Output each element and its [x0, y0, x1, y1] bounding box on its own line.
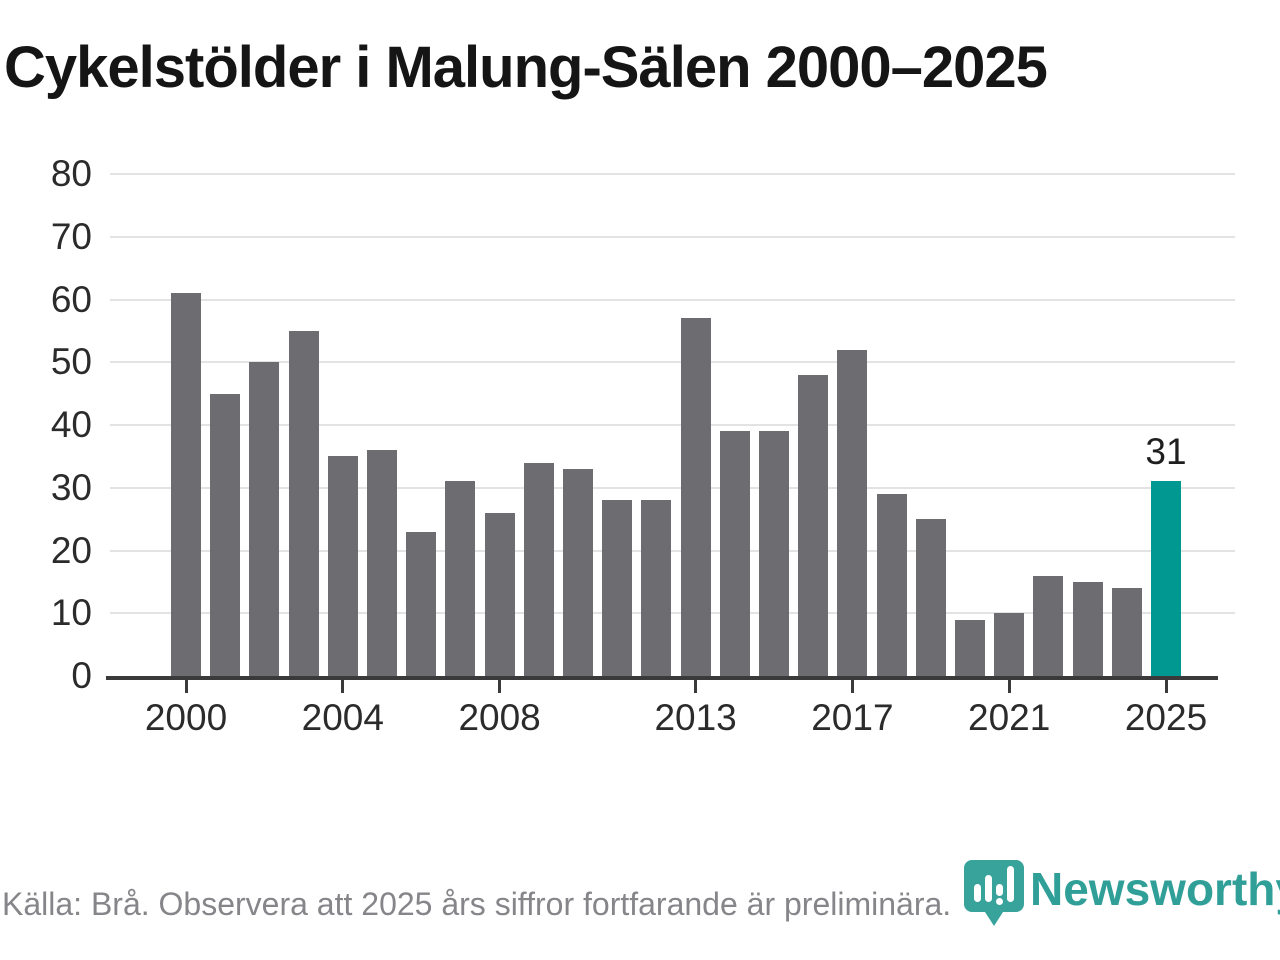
bar-2018 — [876, 494, 907, 676]
gridline-30 — [110, 486, 1235, 489]
bar-2020 — [955, 619, 985, 676]
x-tick-2025 — [1164, 680, 1168, 693]
gridline-40 — [110, 424, 1235, 426]
y-axis-label-10: 10 — [50, 592, 92, 634]
y-axis-label-50: 50 — [50, 341, 92, 383]
bar-2006 — [406, 531, 437, 676]
x-axis-line — [106, 676, 1218, 680]
bar-2002 — [249, 362, 280, 676]
x-axis-label-2017: 2017 — [811, 697, 894, 738]
bar-2009 — [523, 462, 554, 676]
gridline-70 — [110, 235, 1235, 238]
y-axis-label-70: 70 — [50, 215, 92, 257]
bar-2012 — [641, 500, 672, 676]
y-axis-label-80: 80 — [50, 153, 92, 194]
x-axis-label-2013: 2013 — [654, 697, 737, 738]
bar-2025 — [1151, 481, 1181, 676]
bar-2021 — [994, 613, 1025, 676]
x-tick-2017 — [850, 680, 854, 693]
bar-2013 — [680, 318, 711, 676]
bar-2004 — [327, 456, 358, 676]
bar-2017 — [837, 349, 868, 676]
bar-2001 — [210, 393, 241, 676]
y-axis-label-20: 20 — [50, 529, 92, 571]
bar-2015 — [759, 431, 789, 676]
bar-value-label: 31 — [1145, 431, 1187, 473]
x-axis-label-2008: 2008 — [458, 697, 541, 738]
bar-2019 — [915, 519, 946, 676]
y-axis-label-40: 40 — [50, 404, 92, 445]
source-note: Källa: Brå. Observera att 2025 års siffr… — [2, 886, 952, 922]
newsworthy-pin-barchart-icon — [964, 860, 1024, 926]
gridline-10 — [110, 612, 1235, 615]
x-tick-2013 — [694, 680, 698, 693]
x-tick-2008 — [498, 680, 502, 693]
bar-2007 — [445, 481, 476, 676]
x-axis-label-2004: 2004 — [301, 697, 384, 738]
x-axis-label-2025: 2025 — [1124, 697, 1208, 738]
bar-2022 — [1033, 575, 1064, 676]
x-axis-label-2000: 2000 — [144, 697, 228, 738]
y-axis-label-0: 0 — [71, 655, 92, 696]
gridline-20 — [110, 549, 1235, 552]
x-tick-2004 — [341, 680, 345, 693]
bar-2023 — [1072, 581, 1103, 676]
y-axis-label-60: 60 — [50, 278, 92, 320]
gridline-50 — [110, 361, 1235, 364]
x-tick-2021 — [1007, 680, 1011, 693]
bar-2014 — [719, 431, 750, 676]
bar-2010 — [563, 468, 593, 676]
bar-2000 — [171, 293, 201, 676]
y-axis-label-30: 30 — [50, 466, 92, 508]
gridline-60 — [110, 298, 1235, 301]
bar-2003 — [288, 330, 319, 676]
bar-2008 — [484, 512, 515, 676]
bar-2016 — [798, 374, 829, 676]
x-axis-label-2021: 2021 — [968, 697, 1051, 738]
bar-2011 — [602, 500, 633, 676]
bar-2024 — [1111, 588, 1142, 676]
chart-title: Cykelstölder i Malung-Sälen 2000–2025 — [4, 35, 1048, 100]
gridline-80 — [110, 173, 1235, 175]
x-tick-2000 — [184, 680, 188, 693]
newsworthy-logo-text: Newsworthy — [1030, 863, 1280, 915]
bar-2005 — [367, 450, 397, 676]
